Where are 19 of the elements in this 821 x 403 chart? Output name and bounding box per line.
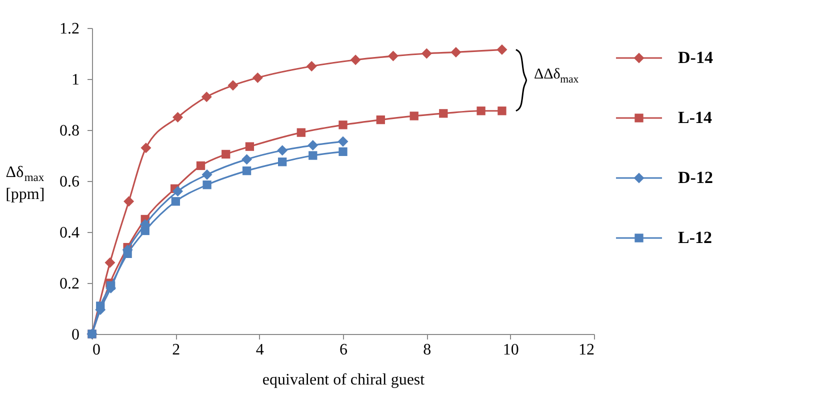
- x-tick-label: 8: [423, 342, 432, 358]
- y-tick-label: 0: [72, 326, 80, 344]
- y-tick-label: 0.2: [60, 276, 80, 292]
- x-tick-label: 4: [256, 342, 264, 358]
- x-axis-title: equivalent of chiral guest: [262, 372, 426, 388]
- legend-label: D-12: [678, 168, 713, 187]
- y-tick-label: 1.2: [60, 20, 80, 38]
- y-tick-label: 0.6: [60, 174, 80, 190]
- x-tick-label: 12: [578, 342, 594, 358]
- x-tick-label: 0: [92, 342, 100, 358]
- y-tick-label: 1: [72, 72, 80, 88]
- y-tick-label: 0.4: [60, 224, 80, 242]
- legend-label: D-14: [678, 48, 714, 67]
- x-tick-label: 6: [340, 342, 348, 358]
- x-tick-label: 10: [502, 342, 519, 358]
- legend-label: L-12: [678, 228, 712, 247]
- y-tick-label: 0.8: [60, 122, 80, 140]
- legend-label: L-14: [678, 108, 712, 127]
- x-tick-label: 2: [172, 342, 180, 358]
